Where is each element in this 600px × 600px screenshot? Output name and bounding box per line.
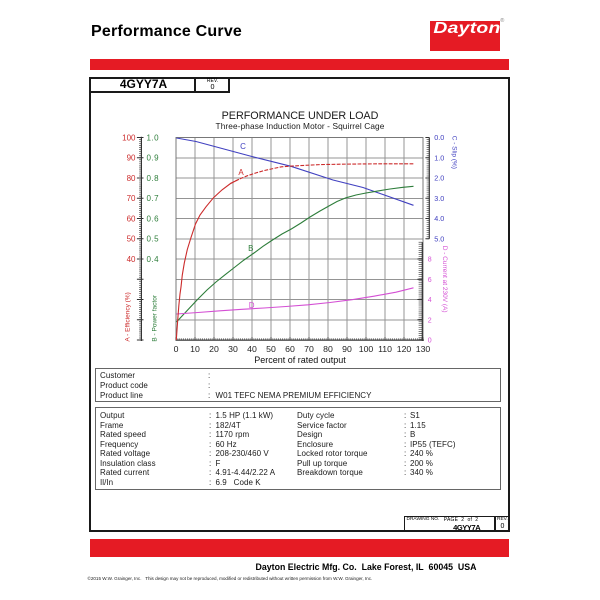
- svg-text:5.0: 5.0: [434, 234, 444, 243]
- svg-text:60: 60: [127, 214, 136, 223]
- svg-text:4: 4: [428, 297, 432, 304]
- svg-text:0.8: 0.8: [147, 174, 160, 183]
- svg-text:0.6: 0.6: [147, 214, 160, 223]
- svg-text:A - Efficiency (%): A - Efficiency (%): [125, 292, 132, 341]
- svg-text:70: 70: [127, 194, 136, 203]
- svg-text:8: 8: [428, 257, 432, 264]
- svg-text:0.0: 0.0: [434, 133, 444, 142]
- svg-text:B - Power factor: B - Power factor: [152, 294, 159, 341]
- svg-text:3.0: 3.0: [434, 194, 444, 203]
- svg-text:A: A: [238, 168, 244, 177]
- svg-text:90: 90: [342, 344, 352, 354]
- svg-text:1.0: 1.0: [434, 153, 444, 162]
- svg-text:60: 60: [285, 344, 295, 354]
- svg-text:100: 100: [359, 344, 374, 354]
- svg-text:0.4: 0.4: [147, 255, 160, 264]
- svg-text:0: 0: [174, 344, 179, 354]
- svg-text:130: 130: [416, 344, 431, 354]
- svg-text:D - Current at 230V (A): D - Current at 230V (A): [441, 246, 448, 313]
- svg-text:40: 40: [127, 255, 136, 264]
- svg-text:80: 80: [323, 344, 333, 354]
- svg-text:0.9: 0.9: [147, 154, 160, 163]
- svg-text:0: 0: [428, 338, 432, 345]
- svg-text:70: 70: [304, 344, 314, 354]
- svg-text:50: 50: [266, 344, 276, 354]
- svg-text:6: 6: [428, 277, 432, 284]
- svg-text:C: C: [240, 142, 246, 151]
- svg-text:0.5: 0.5: [147, 235, 160, 244]
- svg-text:90: 90: [127, 154, 136, 163]
- svg-text:D: D: [249, 301, 255, 310]
- svg-text:C - Slip (%): C - Slip (%): [451, 136, 458, 169]
- svg-text:20: 20: [209, 344, 219, 354]
- svg-text:0.7: 0.7: [147, 194, 160, 203]
- svg-text:40: 40: [247, 344, 257, 354]
- svg-text:2: 2: [428, 317, 432, 324]
- svg-text:B: B: [248, 244, 253, 253]
- svg-text:1.0: 1.0: [147, 133, 160, 142]
- svg-text:4.0: 4.0: [434, 214, 444, 223]
- svg-text:100: 100: [122, 133, 136, 142]
- svg-text:110: 110: [378, 344, 392, 354]
- svg-text:2.0: 2.0: [434, 174, 444, 183]
- svg-text:10: 10: [190, 344, 200, 354]
- svg-text:50: 50: [127, 235, 136, 244]
- svg-text:120: 120: [397, 344, 412, 354]
- svg-text:30: 30: [228, 344, 238, 354]
- svg-text:80: 80: [127, 174, 136, 183]
- svg-text:Percent of rated output: Percent of rated output: [254, 355, 346, 365]
